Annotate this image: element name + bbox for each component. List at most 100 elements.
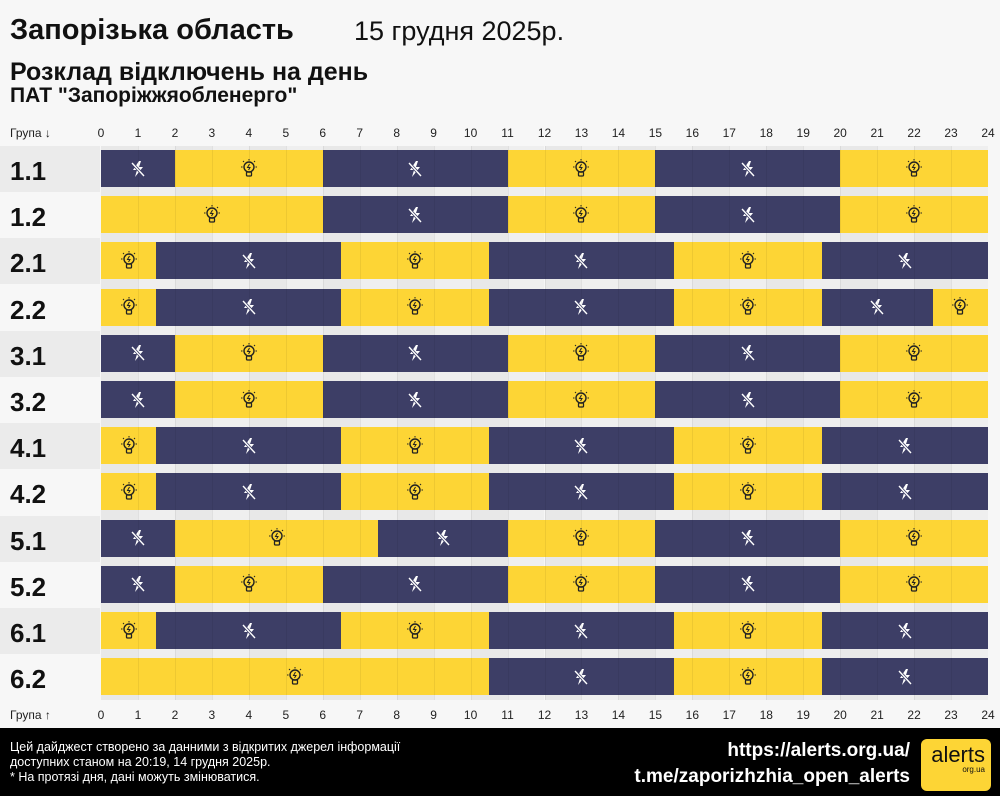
gridline	[655, 146, 657, 700]
x-tick-label: 6	[319, 126, 327, 140]
power-on-segment	[101, 658, 490, 696]
company-name: ПАТ "Запоріжжяобленерго"	[10, 84, 298, 107]
outage-segment	[489, 612, 674, 649]
gridline	[174, 146, 176, 700]
x-tick-label: 9	[430, 126, 437, 140]
lightning-slash-icon	[129, 529, 147, 547]
x-tick-label: 24	[981, 126, 995, 140]
gridline	[914, 146, 916, 700]
x-tick-label: 19	[796, 708, 810, 722]
x-tick-label: 15	[648, 126, 663, 140]
gridline	[359, 146, 361, 700]
outage-segment	[655, 519, 841, 557]
x-tick-label: 22	[907, 126, 921, 140]
group-label: 3.1	[0, 330, 100, 377]
lightbulb-icon	[238, 574, 260, 594]
gridline	[544, 146, 546, 700]
x-tick-label: 3	[208, 126, 216, 140]
hour-stripe	[951, 146, 988, 700]
outage-segment	[101, 150, 175, 187]
hour-stripe	[618, 146, 656, 700]
group-axis-label-bottom: Група ↑	[10, 708, 51, 722]
x-tick-label: 16	[685, 708, 700, 722]
gridline	[396, 146, 398, 700]
power-on-segment	[341, 242, 490, 280]
lightning-slash-icon	[406, 206, 424, 224]
lightbulb-icon	[737, 620, 759, 641]
note-line: * На протязі дня, дані можуть змінюватис…	[10, 770, 260, 784]
gridline	[692, 146, 694, 700]
group-label: 4.2	[0, 469, 100, 516]
telegram-link[interactable]: t.me/zaporizhzhia_open_alerts	[634, 766, 910, 787]
lightbulb-icon	[903, 343, 925, 363]
outage-segment	[489, 658, 674, 696]
hour-stripe	[655, 146, 693, 700]
x-tick-label: 14	[611, 708, 626, 722]
lightbulb-icon	[570, 343, 592, 363]
lightbulb-icon	[737, 481, 759, 502]
lightning-slash-icon	[572, 298, 590, 316]
lightning-slash-icon	[572, 252, 590, 270]
lightning-slash-icon	[406, 575, 424, 593]
lightning-slash-icon	[896, 668, 914, 686]
lightbulb-icon	[570, 389, 592, 410]
gridline	[840, 146, 842, 700]
lightbulb-icon	[266, 528, 288, 548]
x-tick-label: 23	[944, 126, 958, 140]
outage-segment	[489, 473, 674, 511]
power-on-segment	[673, 658, 822, 696]
group-row-1.1: 1.1	[0, 146, 1000, 192]
lightning-slash-icon	[739, 160, 757, 178]
outage-segment	[655, 334, 841, 372]
lightning-slash-icon	[129, 344, 147, 362]
lightbulb-icon	[949, 297, 971, 317]
logo-text: alerts	[931, 742, 985, 767]
group-row-2.1: 2.1	[0, 238, 1000, 285]
lightning-slash-icon	[240, 622, 258, 640]
lightbulb-icon	[737, 297, 759, 317]
lightbulb-icon	[404, 250, 426, 271]
gridline	[322, 146, 324, 700]
x-tick-label: 18	[759, 708, 773, 722]
lightning-slash-icon	[406, 391, 424, 409]
power-on-segment	[174, 381, 323, 418]
website-link[interactable]: https://alerts.org.ua/	[727, 740, 910, 761]
gridline	[285, 146, 287, 700]
outage-segment	[322, 334, 508, 372]
gridline	[618, 146, 620, 700]
lightbulb-icon	[118, 481, 140, 502]
x-tick-label: 12	[537, 708, 552, 722]
outage-segment	[821, 288, 933, 326]
outage-segment	[821, 242, 988, 280]
x-tick-label: 19	[796, 126, 810, 140]
lightbulb-icon	[238, 158, 260, 179]
group-axis-label-top: Група ↓	[10, 126, 51, 140]
x-tick-label: 0	[97, 126, 105, 140]
hour-stripe	[470, 146, 508, 700]
power-on-segment	[101, 196, 323, 234]
power-on-segment	[341, 288, 490, 326]
x-tick-label: 12	[537, 126, 552, 140]
group-label: 6.2	[0, 654, 100, 701]
group-row-4.2: 4.2	[0, 469, 1000, 516]
power-on-segment	[101, 473, 157, 511]
power-on-segment	[932, 288, 988, 326]
group-label: 1.2	[0, 192, 100, 239]
outage-segment	[821, 658, 988, 696]
lightbulb-icon	[903, 574, 925, 594]
x-tick-label: 22	[907, 708, 921, 722]
note-line: Цей дайджест створено за данними з відкр…	[10, 740, 401, 754]
outage-segment	[489, 427, 674, 465]
power-on-segment	[101, 427, 157, 465]
lightning-slash-icon	[896, 252, 914, 270]
outage-segment	[655, 565, 841, 603]
x-tick-label: 17	[722, 126, 736, 140]
lightbulb-icon	[118, 297, 140, 317]
gridline	[433, 146, 435, 700]
power-on-segment	[507, 565, 656, 603]
lightning-slash-icon	[572, 483, 590, 501]
outage-segment	[156, 427, 342, 465]
lightning-slash-icon	[868, 298, 886, 316]
x-tick-label: 2	[171, 126, 179, 140]
gridline	[507, 146, 509, 700]
